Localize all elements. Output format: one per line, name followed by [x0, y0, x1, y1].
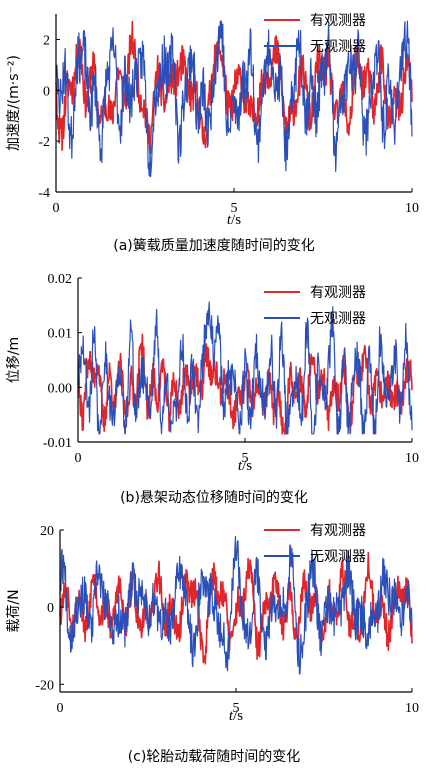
y-tick-label: 0.02 — [48, 272, 73, 287]
y-tick-label: 2 — [43, 33, 50, 48]
x-axis-label: t/s — [238, 458, 252, 474]
x-tick-label: 5 — [233, 701, 240, 716]
x-tick-label: 5 — [242, 451, 249, 466]
x-tick-label: 10 — [405, 701, 419, 716]
series-line-with-observer — [59, 551, 413, 665]
series-line-without-observer — [55, 20, 413, 178]
x-tick-label: 10 — [405, 201, 419, 216]
y-tick-label: 0.01 — [48, 327, 73, 342]
y-tick-label: -20 — [35, 678, 54, 693]
y-tick-label: -2 — [38, 135, 50, 150]
series-line-without-observer — [59, 535, 413, 675]
legend-label: 有观测器 — [310, 13, 366, 29]
y-tick-label: -4 — [38, 186, 50, 201]
chart-caption: (c)轮胎动载荷随时间的变化 — [128, 749, 301, 765]
x-tick-label: 0 — [75, 451, 82, 466]
x-tick-label: 0 — [53, 201, 60, 216]
y-tick-label: 0 — [43, 84, 50, 99]
y-tick-label: -0.01 — [43, 436, 72, 451]
chart-caption: (b)悬架动态位移随时间的变化 — [120, 490, 308, 506]
x-tick-label: 10 — [405, 451, 419, 466]
legend-label: 无观测器 — [310, 549, 366, 565]
chart-caption: (a)簧载质量加速度随时间的变化 — [113, 238, 315, 254]
x-tick-label: 0 — [57, 701, 64, 716]
legend-label: 无观测器 — [310, 311, 366, 327]
y-axis-label: 载荷/N — [6, 589, 22, 632]
legend-label: 有观测器 — [310, 285, 366, 301]
series-line-without-observer — [77, 301, 413, 435]
y-tick-label: 20 — [40, 524, 54, 539]
x-axis-label: t/s — [227, 212, 241, 228]
y-axis-label: 加速度/(m·s⁻²) — [6, 55, 22, 151]
x-tick-label: 5 — [231, 201, 238, 216]
x-axis-label: t/s — [229, 708, 243, 724]
legend-label: 有观测器 — [310, 523, 366, 539]
legend-label: 无观测器 — [310, 39, 366, 55]
y-axis-label: 位移/m — [6, 337, 22, 383]
y-tick-label: 0.00 — [48, 381, 73, 396]
y-tick-label: 0 — [47, 601, 54, 616]
